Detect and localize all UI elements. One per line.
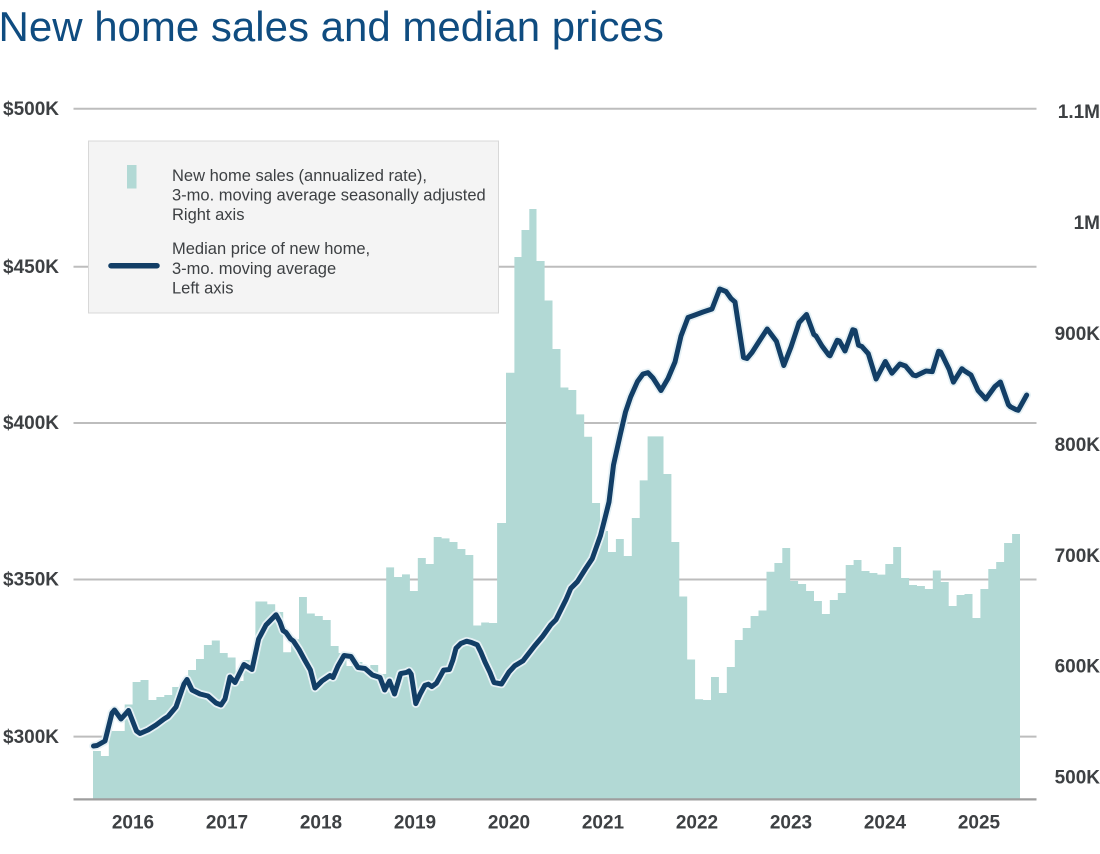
- svg-text:2016: 2016: [112, 813, 154, 834]
- svg-text:2019: 2019: [394, 813, 436, 834]
- svg-text:New home sales and median pric: New home sales and median prices: [0, 3, 664, 50]
- svg-text:900K: 900K: [1055, 324, 1100, 345]
- svg-text:500K: 500K: [1055, 768, 1100, 789]
- svg-text:$450K: $450K: [3, 257, 59, 278]
- svg-text:2020: 2020: [488, 813, 530, 834]
- svg-text:$400K: $400K: [3, 413, 59, 434]
- svg-text:2024: 2024: [864, 813, 907, 834]
- svg-text:New home sales (annualized rat: New home sales (annualized rate),: [172, 167, 427, 185]
- svg-text:$500K: $500K: [3, 99, 59, 120]
- svg-text:2022: 2022: [676, 813, 718, 834]
- svg-text:2021: 2021: [582, 813, 625, 834]
- svg-text:$350K: $350K: [3, 570, 59, 591]
- svg-text:Right axis: Right axis: [172, 206, 244, 224]
- svg-text:Median price of new home,: Median price of new home,: [172, 240, 370, 258]
- svg-text:600K: 600K: [1055, 657, 1100, 678]
- svg-text:2023: 2023: [770, 813, 812, 834]
- svg-text:2025: 2025: [958, 813, 1001, 834]
- svg-text:3-mo. moving average: 3-mo. moving average: [172, 260, 336, 278]
- svg-text:1.1M: 1.1M: [1058, 102, 1100, 123]
- svg-text:1M: 1M: [1074, 213, 1100, 234]
- svg-text:700K: 700K: [1055, 546, 1100, 567]
- svg-text:800K: 800K: [1055, 435, 1100, 456]
- svg-text:2018: 2018: [300, 813, 342, 834]
- svg-text:Left axis: Left axis: [172, 279, 233, 297]
- svg-text:2017: 2017: [206, 813, 248, 834]
- svg-text:$300K: $300K: [3, 727, 59, 748]
- svg-text:3-mo. moving average seasonall: 3-mo. moving average seasonally adjusted: [172, 187, 486, 205]
